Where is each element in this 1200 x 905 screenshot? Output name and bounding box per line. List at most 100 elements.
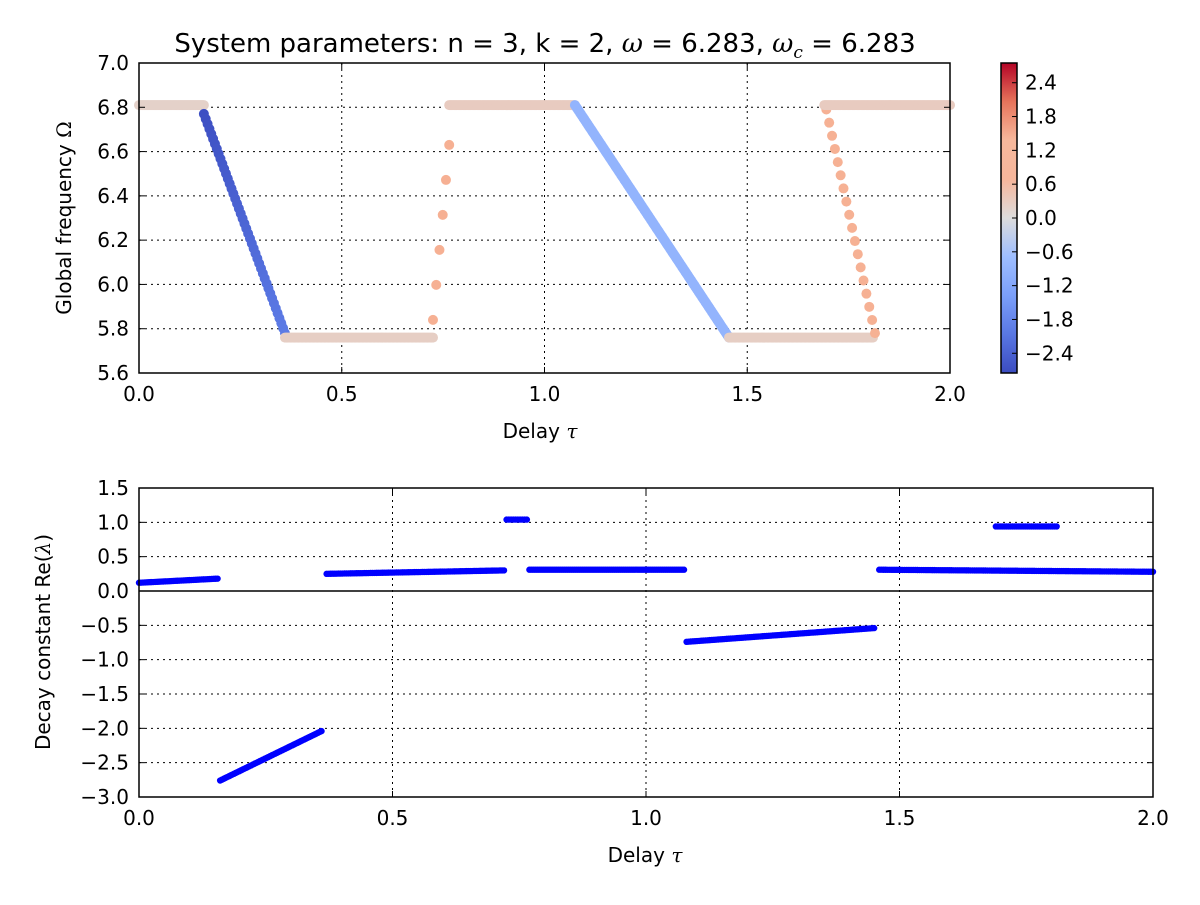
title-omegac-value: = 6.283 (803, 29, 916, 59)
bottom-y-axis-label-end: ) (31, 534, 55, 542)
bottom-x-tick-label: 0.0 (123, 806, 155, 830)
chart-title: System parameters: n = 3, k = 2, ω = 6.2… (174, 29, 915, 63)
bottom-x-axis-label-symbol: τ (671, 843, 683, 867)
bottom-y-tick-label: −0.5 (80, 613, 129, 637)
bottom-y-tick-label: −1.0 (80, 648, 129, 672)
top-point-s3 (440, 174, 451, 185)
bottom-y-tick-label: −3.0 (80, 785, 129, 809)
title-omega-value: = 6.283, (643, 29, 772, 59)
top-data-points (134, 100, 955, 343)
top-point-s7 (829, 143, 840, 154)
top-point-s7 (847, 222, 858, 233)
bottom-point-s2 (500, 567, 508, 574)
bottom-y-tick-label: −2.5 (80, 751, 129, 775)
bottom-y-axis-label-symbol: λ (31, 542, 55, 556)
top-point-s2 (427, 332, 438, 343)
top-point-s0 (198, 100, 209, 111)
colorbar: −2.4 −1.8 −1.2 −0.6 0.0 0.6 1.2 1.8 2.4 (1000, 62, 1074, 374)
bottom-x-tick-label: 2.0 (1137, 806, 1169, 830)
bottom-y-ticks: −3.0 −2.5 −2.0 −1.5 −1.0 −0.5 0.0 0.5 1.0 1.5 (80, 476, 1153, 809)
bottom-point-s7 (1053, 523, 1060, 530)
top-y-tick-label: 7.0 (97, 51, 129, 75)
bottom-chart: 0.0 0.5 1.0 1.5 2.0 −3.0 −2.5 −2.0 −1.5 −1.0 −0.5… (31, 476, 1169, 867)
top-y-tick-label: 5.8 (97, 317, 129, 341)
bottom-point-s0 (214, 575, 221, 582)
colorbar-tick-label: −1.8 (1025, 307, 1074, 331)
top-point-s7 (832, 157, 843, 168)
colorbar-tick-label: 0.6 (1025, 172, 1057, 196)
top-point-s7 (844, 209, 855, 220)
top-y-ticks: 5.6 5.8 6.0 6.2 6.4 6.6 6.8 7.0 (97, 51, 950, 385)
top-point-s7 (827, 130, 838, 141)
colorbar-tick-label: 0.0 (1025, 206, 1057, 230)
top-point-s7 (855, 262, 866, 273)
top-y-axis-label-symbol: Ω (52, 121, 76, 138)
title-omegac-subscript: c (793, 43, 803, 63)
top-y-axis-label-text: Global frequency (52, 144, 76, 315)
top-point-s7 (867, 314, 878, 325)
top-y-tick-label: 5.6 (97, 361, 129, 385)
top-point-s7 (869, 328, 880, 339)
bottom-y-tick-label: 1.0 (97, 510, 129, 534)
top-x-tick-label: 0.5 (326, 382, 358, 406)
top-point-s7 (858, 275, 869, 286)
top-y-tick-label: 6.4 (97, 184, 129, 208)
top-point-s7 (841, 196, 852, 207)
top-y-tick-label: 6.2 (97, 228, 129, 252)
colorbar-tick-label: 2.4 (1025, 71, 1057, 95)
colorbar-tick-label: −0.6 (1025, 240, 1074, 264)
bottom-y-tick-label: 0.0 (97, 579, 129, 603)
top-y-tick-label: 6.8 (97, 95, 129, 119)
top-point-s3 (437, 209, 448, 220)
top-x-axis-label: Delay τ (503, 419, 579, 443)
bottom-y-tick-label: −1.5 (80, 682, 129, 706)
bottom-plot-frame (138, 487, 1154, 798)
colorbar-tick-label: −2.4 (1025, 341, 1074, 365)
bottom-y-axis-label-text: Decay constant Re( (31, 554, 55, 750)
top-y-tick-label: 6.0 (97, 272, 129, 296)
bottom-x-tick-label: 0.5 (377, 806, 409, 830)
bottom-point-s1 (318, 727, 325, 735)
top-point-s3 (434, 244, 445, 255)
top-chart: System parameters: n = 3, k = 2, ω = 6.2… (52, 29, 966, 443)
bottom-y-tick-label: 1.5 (97, 476, 129, 500)
bottom-y-tick-label: −2.0 (80, 716, 129, 740)
top-point-s7 (838, 183, 849, 194)
top-point-s7 (835, 170, 846, 181)
bottom-x-tick-label: 1.5 (884, 806, 916, 830)
colorbar-tick-label: 1.2 (1025, 138, 1057, 162)
top-x-ticks: 0.0 0.5 1.0 1.5 2.0 (123, 63, 966, 406)
title-omega-symbol: ω (622, 29, 643, 59)
bottom-x-axis-label-text: Delay (608, 843, 666, 867)
title-prefix: System parameters: n = 3, k = 2, (174, 29, 621, 59)
top-grid (139, 63, 950, 373)
top-x-tick-label: 1.0 (529, 382, 561, 406)
top-point-s7 (849, 236, 860, 247)
top-y-axis-label: Global frequency Ω (52, 121, 76, 314)
top-point-s3 (431, 279, 442, 290)
bottom-x-axis-label: Delay τ (608, 843, 684, 867)
bottom-x-tick-label: 1.0 (630, 806, 662, 830)
colorbar-ticks: −2.4 −1.8 −1.2 −0.6 0.0 0.6 1.2 1.8 2.4 (1012, 71, 1074, 365)
top-y-tick-label: 6.6 (97, 140, 129, 164)
top-point-s3 (427, 314, 438, 325)
top-point-s7 (852, 249, 863, 260)
bottom-y-axis-label: Decay constant Re(λ) (31, 534, 55, 750)
colorbar-tick-label: 1.8 (1025, 105, 1057, 129)
title-omegac-symbol: ω (772, 29, 793, 59)
bottom-point-s5 (870, 624, 878, 632)
bottom-x-ticks: 0.0 0.5 1.0 1.5 2.0 (123, 488, 1169, 830)
top-x-tick-label: 2.0 (934, 382, 966, 406)
top-point-s3 (444, 139, 455, 150)
bottom-point-s3 (523, 516, 531, 523)
top-point-s7 (861, 288, 872, 299)
top-x-axis-label-text: Delay (503, 419, 561, 443)
bottom-grid (139, 488, 1153, 797)
top-x-tick-label: 1.5 (731, 382, 763, 406)
top-point-s7 (824, 117, 835, 128)
bottom-data-points (135, 516, 1157, 784)
top-x-axis-label-symbol: τ (566, 419, 578, 443)
colorbar-tick-label: −1.2 (1025, 274, 1074, 298)
